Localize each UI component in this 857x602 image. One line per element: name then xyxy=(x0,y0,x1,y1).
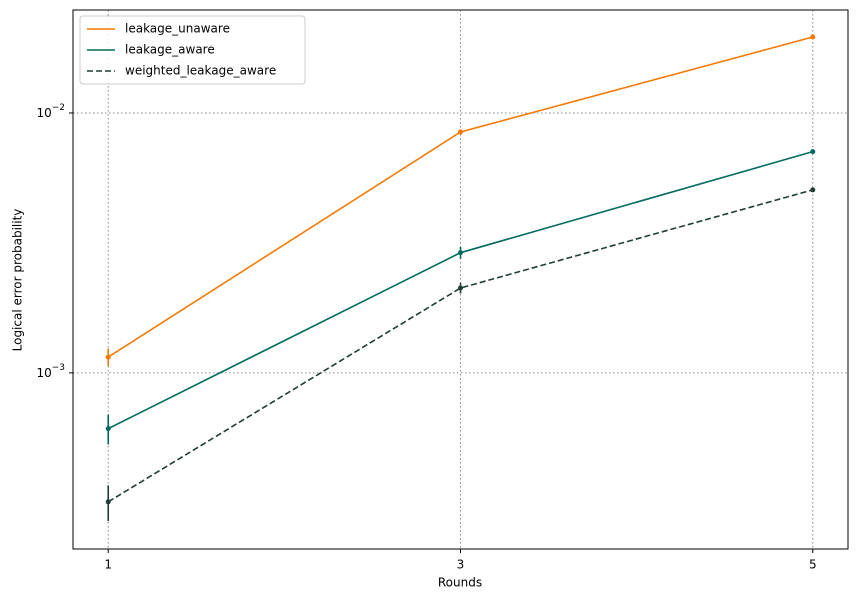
x-tick-label: 3 xyxy=(457,558,465,572)
x-axis-label: Rounds xyxy=(438,576,482,590)
point xyxy=(810,187,816,193)
point xyxy=(810,34,816,40)
x-tick-label: 1 xyxy=(104,558,112,572)
point xyxy=(458,285,463,291)
series-line xyxy=(107,189,813,503)
point xyxy=(810,149,816,155)
y-axis-label: Logical error probability xyxy=(11,209,25,352)
legend-label: leakage_unaware xyxy=(125,22,230,36)
point xyxy=(105,499,111,505)
x-tick-label: 5 xyxy=(809,558,817,572)
point xyxy=(105,426,111,432)
legend-box xyxy=(79,15,306,85)
y-tick-label: 10−3 xyxy=(36,362,65,379)
legend-label: leakage_aware xyxy=(125,43,215,57)
point xyxy=(458,129,463,135)
y-tick-label: 10−2 xyxy=(36,102,65,119)
plot-frame xyxy=(72,9,849,550)
legend-label: weighted_leakage_aware xyxy=(125,64,276,78)
point xyxy=(105,354,111,360)
point xyxy=(458,250,463,256)
